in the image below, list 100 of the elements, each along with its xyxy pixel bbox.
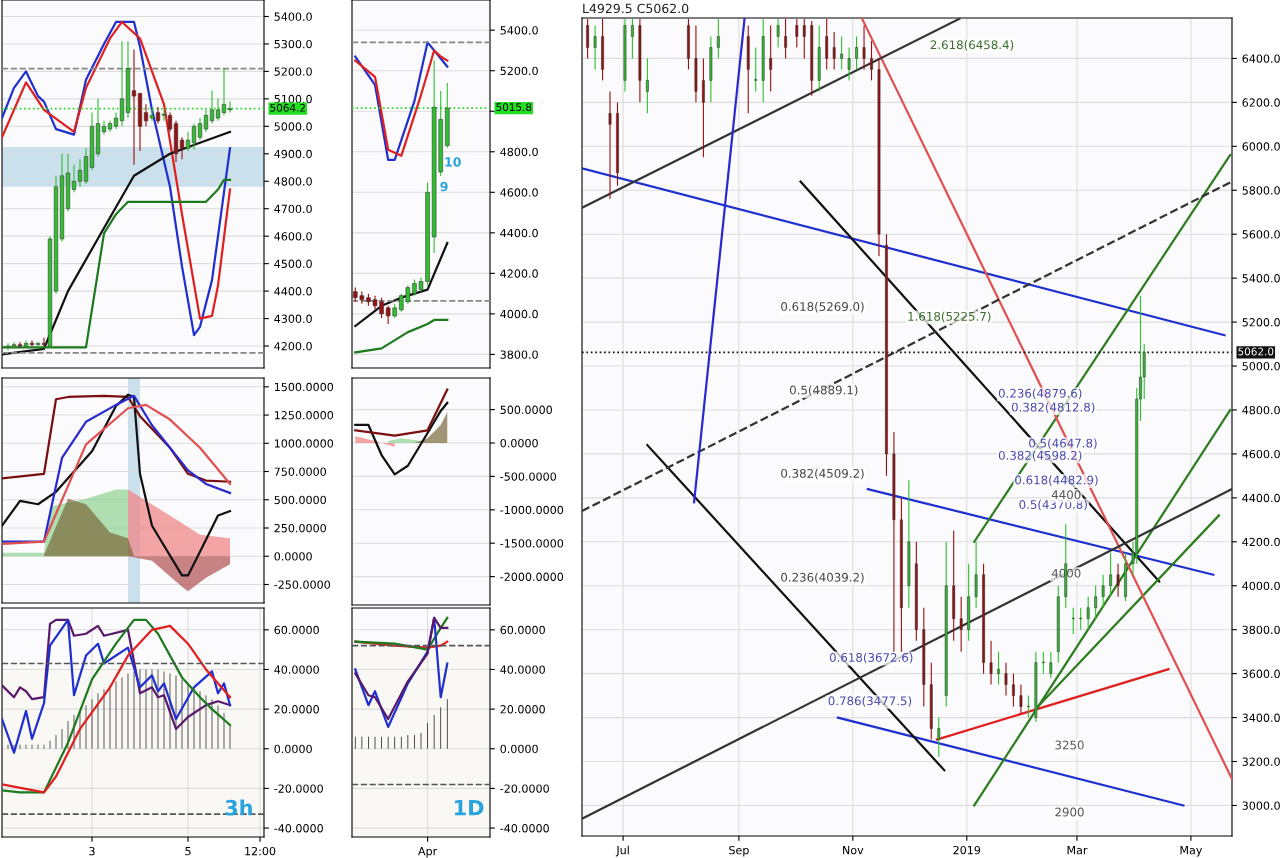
y-tick-label: 0.0000 [274, 552, 312, 561]
y-tick-label: 4300.0 [274, 314, 312, 323]
annotation: 0.5(4889.1) [789, 385, 858, 396]
y-tick-label: -40.0000 [500, 824, 549, 833]
y-tick-label: 6400.0 [1242, 54, 1280, 63]
y-tick-label: 5200.0 [1242, 318, 1280, 327]
y-tick-label: 1000.0000 [274, 439, 334, 448]
annotation: 0.236(4879.6) [998, 388, 1082, 400]
x-tick-label: 3 [89, 846, 95, 856]
y-tick-label: -1000.0000 [500, 505, 564, 515]
y-tick-label: -20.0000 [500, 784, 549, 793]
y-tick-label: 4200.0 [1242, 537, 1280, 547]
y-tick-label: 4800.0 [1242, 405, 1280, 415]
x-tick-label: Apr [418, 847, 438, 858]
y-tick-label: -500.0000 [500, 472, 557, 481]
y-tick-label: 1500.0000 [274, 382, 334, 392]
y-tick-label: 5300.0 [274, 39, 312, 49]
y-tick-label: 4200.0 [274, 342, 312, 351]
y-tick-label: -20.0000 [274, 784, 323, 793]
y-tick-label: 5600.0 [1242, 230, 1280, 239]
text: L4929.5 C5062.0 [583, 3, 689, 14]
y-tick-label: 5200.0 [274, 67, 312, 76]
annotation: 0.786(3477.5) [828, 696, 912, 707]
annotation: 3h [225, 799, 252, 816]
y-tick-label: 4500.0 [274, 259, 312, 269]
annotation: 0.382(4598.2) [998, 450, 1082, 462]
y-tick-label: 5000.0 [1242, 362, 1280, 371]
y-tick-label: 3400.0 [1242, 713, 1280, 722]
y-tick-label: 3600.0 [1242, 669, 1280, 679]
y-tick-label: 3800.0 [500, 350, 538, 359]
y-tick-label: 4600.0 [1242, 449, 1280, 459]
annotation: 1.618(5225.7) [908, 311, 991, 323]
annotation: 0.236(4039.2) [781, 572, 864, 584]
y-tick-label: 4700.0 [274, 204, 312, 214]
text: 1D [455, 800, 484, 816]
y-tick-label: 250.0000 [274, 523, 326, 533]
y-tick-label: 4400.0 [274, 287, 312, 296]
x-tick-label: Jul [615, 845, 629, 857]
x-tick-label: Nov [843, 846, 864, 855]
y-tick-label: 4000.0 [500, 309, 538, 319]
annotation: 0.382(4509.2) [781, 468, 864, 480]
y-tick-label: 5200.0 [500, 66, 538, 76]
y-tick-label: 3800.0 [1242, 625, 1280, 635]
y-tick-label: 40.0000 [500, 665, 545, 674]
x-tick-label: May [1180, 846, 1203, 857]
annotation: 0.618(5269.0) [781, 301, 864, 313]
y-tick-label: -250.0000 [274, 580, 331, 589]
y-tick-label: 500.0000 [274, 495, 326, 505]
y-tick-label: 500.0000 [500, 405, 552, 414]
y-tick-label: 4800.0 [274, 177, 312, 186]
ref-line-label: 5015.8 [496, 103, 532, 112]
y-tick-label: 5000.0 [274, 122, 312, 131]
annotation: 0.618(3672.6) [829, 652, 913, 664]
x-tick-label: Sep [729, 845, 749, 857]
y-tick-label: 4000.0 [1242, 581, 1280, 591]
y-tick-label: 1250.0000 [274, 411, 334, 420]
annotation: 9 [440, 181, 448, 192]
x-tick-label: 2019 [953, 845, 981, 855]
annotation: 2900 [1055, 807, 1084, 817]
y-tick-label: 40.0000 [274, 665, 319, 674]
ref-line-label: 5062.0 [1238, 347, 1274, 356]
y-tick-label: 0.0000 [274, 744, 312, 754]
y-tick-label: 0.0000 [500, 744, 538, 754]
y-tick-label: 60.0000 [274, 625, 319, 635]
y-tick-label: -40.0000 [274, 824, 323, 833]
y-tick-label: 4600.0 [274, 232, 312, 241]
annotation: 10 [445, 157, 461, 167]
annotation: 0.5(4647.8) [1029, 438, 1097, 449]
annotation: 0.618(4482.9) [1015, 475, 1098, 486]
y-tick-label: 20.0000 [500, 705, 545, 714]
y-tick-label: 3200.0 [1242, 757, 1280, 766]
x-tick-label: 5 [185, 847, 191, 856]
y-tick-label: 4900.0 [274, 149, 312, 159]
y-tick-label: 4800.0 [500, 147, 538, 157]
y-tick-label: 4400.0 [1242, 493, 1280, 503]
y-tick-label: 5100.0 [274, 94, 312, 104]
x-tick-label: Mar [1067, 846, 1088, 855]
y-tick-label: 0.0000 [500, 438, 538, 448]
y-tick-label: 6000.0 [1242, 142, 1280, 151]
y-tick-label: 5400.0 [500, 26, 538, 35]
y-tick-label: -1500.0000 [500, 539, 564, 548]
y-tick-label: 20.0000 [274, 705, 319, 714]
y-tick-label: 5400.0 [1242, 274, 1280, 283]
y-tick-label: 4200.0 [500, 269, 538, 278]
annotation: 3250 [1055, 740, 1084, 750]
y-tick-label: -2000.0000 [500, 572, 564, 581]
y-tick-label: 750.0000 [274, 467, 326, 476]
y-tick-label: 4400.0 [500, 228, 538, 238]
annotation: 0.5(4370.8) [1019, 499, 1087, 511]
y-tick-label: 3000.0 [1242, 801, 1280, 810]
y-tick-label: 6200.0 [1242, 98, 1280, 107]
y-tick-label: 60.0000 [500, 625, 545, 635]
y-tick-label: 5400.0 [274, 12, 312, 21]
ref-line-label: 5064.2 [270, 103, 305, 112]
y-tick-label: 5800.0 [1242, 186, 1280, 195]
annotation: 2.618(6458.4) [930, 40, 1014, 51]
annotation: 0.382(4812.8) [1011, 402, 1095, 413]
y-tick-label: 4600.0 [500, 188, 538, 197]
annotation: 4400 [1051, 490, 1081, 500]
x-tick-label: 12:00 [245, 846, 276, 856]
